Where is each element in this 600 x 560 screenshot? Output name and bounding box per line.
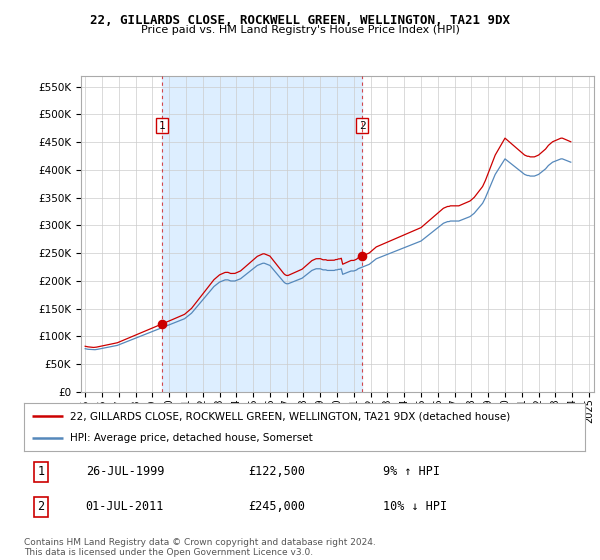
Text: 1: 1 [159,120,166,130]
Text: £245,000: £245,000 [248,500,305,514]
Text: 1: 1 [37,465,44,478]
Point [157,320,167,329]
Bar [162,76,362,392]
Text: £122,500: £122,500 [248,465,305,478]
Text: HPI: Average price, detached house, Somerset: HPI: Average price, detached house, Some… [70,433,313,443]
Text: Contains HM Land Registry data © Crown copyright and database right 2024.
This d: Contains HM Land Registry data © Crown c… [24,538,376,557]
Text: 01-JUL-2011: 01-JUL-2011 [86,500,164,514]
Text: 22, GILLARDS CLOSE, ROCKWELL GREEN, WELLINGTON, TA21 9DX: 22, GILLARDS CLOSE, ROCKWELL GREEN, WELL… [90,14,510,27]
Text: 2: 2 [359,120,365,130]
Text: 2: 2 [37,500,44,514]
Text: 26-JUL-1999: 26-JUL-1999 [86,465,164,478]
Point [358,251,367,260]
Text: 22, GILLARDS CLOSE, ROCKWELL GREEN, WELLINGTON, TA21 9DX (detached house): 22, GILLARDS CLOSE, ROCKWELL GREEN, WELL… [70,411,510,421]
Text: 10% ↓ HPI: 10% ↓ HPI [383,500,447,514]
Text: Price paid vs. HM Land Registry's House Price Index (HPI): Price paid vs. HM Land Registry's House … [140,25,460,35]
Text: 9% ↑ HPI: 9% ↑ HPI [383,465,440,478]
